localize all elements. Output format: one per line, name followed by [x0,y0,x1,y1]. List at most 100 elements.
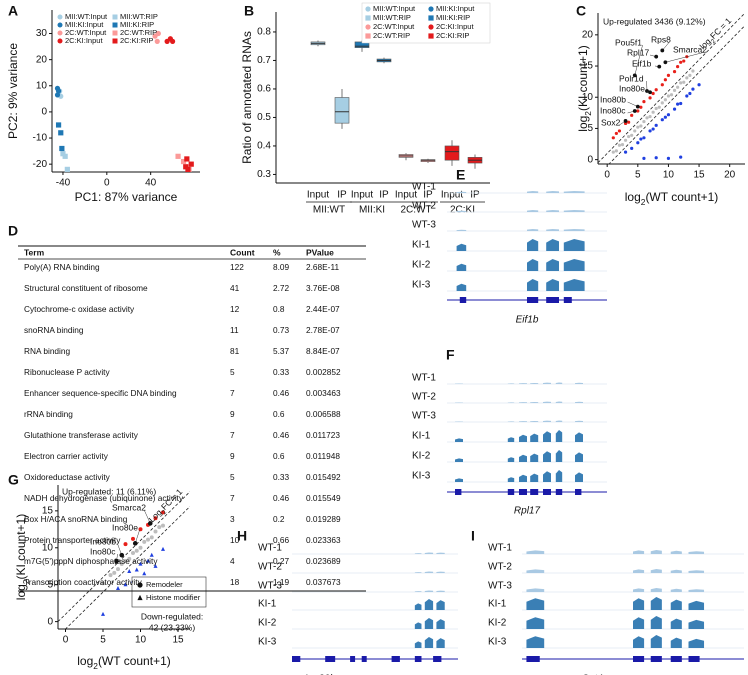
annotation: Down-regulated: [141,611,203,621]
point [660,83,664,87]
coverage [519,454,527,462]
coverage [436,552,445,554]
y-tick-label: -20 [33,159,48,170]
exon [633,656,645,662]
point [138,545,143,550]
y-axis-label: Ratio of annotated RNAs [240,31,254,164]
point [153,529,158,534]
group-label: MII:KI [359,205,385,216]
coverage [543,382,551,384]
track-label: KI-2 [412,260,431,271]
gene-label: Rps8 [651,34,671,44]
table-cell: Poly(A) RNA binding [24,262,100,272]
exon [670,656,682,662]
legend-label: 2C:KI:Input [65,36,103,45]
legend-marker [365,6,371,12]
table-cell: 0.73 [273,325,290,335]
point [666,73,671,77]
coverage [650,616,662,629]
point [62,153,68,159]
coverage [670,599,682,610]
coverage [526,617,545,629]
panel-label: A [8,3,18,19]
point [134,548,139,553]
coverage [414,553,422,554]
x-axis-label: log2(WT count+1) [625,190,719,207]
coverage [455,458,463,462]
table-cell: Ribonuclease P activity [24,367,110,377]
y-tick-label: 0 [587,154,593,165]
point [679,81,683,85]
coverage [456,229,467,231]
y-tick-label: 30 [36,28,48,39]
coverage [546,259,559,271]
point [154,38,160,44]
point [161,546,165,551]
table-header: % [273,247,281,257]
point [123,582,128,587]
coverage [414,603,422,610]
coverage [507,402,515,403]
point [639,124,643,128]
exon [459,297,467,303]
coverage [555,401,563,403]
point [636,125,640,129]
table-cell: 81 [230,346,240,356]
point [639,105,643,109]
point [672,107,677,111]
legend-marker [57,22,63,28]
point [142,539,147,544]
point [620,143,625,147]
y-axis-label: log2(KI count+1) [14,514,31,600]
table-cell: 8.84E-07 [306,346,340,356]
exon [325,656,336,662]
coverage [436,590,445,592]
table-cell: 9 [230,409,235,419]
legend-label: Remodeler [146,580,183,589]
legend-marker [365,33,371,39]
gene-label: Ino80b [90,536,116,546]
table-cell: 3 [230,514,235,524]
table-cell: 5.37 [273,346,290,356]
point [175,153,181,159]
coverage [424,637,434,648]
legend-marker [57,14,63,20]
table-cell: 3.76E-08 [306,283,340,293]
point [123,542,128,547]
point [131,536,135,541]
table-header: Term [24,247,45,257]
point [119,552,125,558]
coverage [563,229,585,231]
coverage [530,382,539,384]
x-tick-label: 5 [635,170,641,181]
table-cell: 122 [230,262,244,272]
coverage [688,600,705,610]
coverage [519,434,527,442]
coverage [414,622,422,629]
coverage [424,571,434,573]
coverage [527,279,539,291]
subscript: 2 [710,38,717,45]
legend-marker [428,15,434,21]
x-tick-label: 15 [694,170,706,181]
y-tick-label: 0.3 [257,169,271,180]
gene-name: Eif1b [516,315,539,326]
exon [507,489,515,495]
y-tick-label: 0.8 [257,27,271,38]
legend-label: Histone modifier [146,593,201,602]
y-tick-label: 15 [42,505,54,516]
point [623,119,628,123]
point [672,88,677,92]
legend-marker [428,24,434,30]
coverage [456,243,467,251]
table-cell: Protein transporter activity [24,535,121,545]
table-cell: 0.015549 [306,493,341,503]
point [58,130,64,136]
y-tick-label: 10 [36,80,48,91]
track-label: WT-3 [488,581,512,592]
legend-label: 2C:KI:Input [436,22,474,31]
point [183,164,189,170]
table-cell: 0.015492 [306,472,341,482]
table-cell: Glutathione transferase activity [24,430,139,440]
panel-label: D [8,223,18,239]
